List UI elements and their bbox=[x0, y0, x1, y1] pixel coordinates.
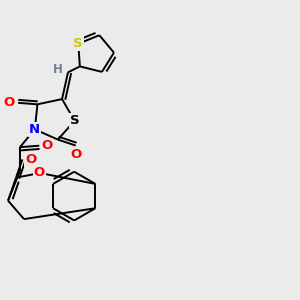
Text: O: O bbox=[25, 153, 36, 166]
Text: O: O bbox=[34, 166, 45, 179]
Text: S: S bbox=[74, 37, 83, 50]
Text: H: H bbox=[53, 63, 62, 76]
Text: O: O bbox=[4, 96, 15, 109]
Text: O: O bbox=[70, 148, 81, 161]
Text: N: N bbox=[29, 123, 40, 136]
Text: S: S bbox=[70, 114, 80, 128]
Text: O: O bbox=[41, 139, 52, 152]
